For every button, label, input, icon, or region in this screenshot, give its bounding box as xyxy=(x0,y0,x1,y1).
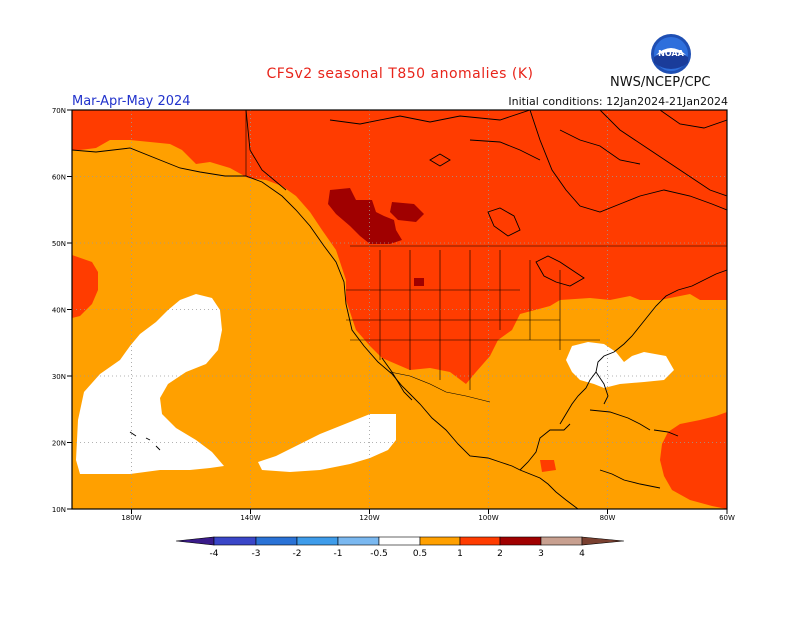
coastlines xyxy=(72,110,727,509)
legend-swatch-minus1-minus05 xyxy=(337,536,380,546)
lon-label-120w: 120W xyxy=(359,514,379,522)
lat-label-30n: 30N xyxy=(52,373,66,381)
anomaly-field xyxy=(72,110,727,509)
legend-label: -1 xyxy=(334,549,343,559)
map-title: CFSv2 seasonal T850 anomalies (K) xyxy=(266,66,534,82)
lat-label-20n: 20N xyxy=(52,440,66,448)
legend-arrow-left xyxy=(175,536,215,546)
legend-swatch-05-1 xyxy=(419,536,461,546)
lat-label-40n: 40N xyxy=(52,307,66,315)
legend-swatch-3-4 xyxy=(540,536,583,546)
field-red-west xyxy=(72,255,98,318)
graticule xyxy=(72,110,727,509)
legend-label: 2 xyxy=(497,549,503,559)
legend-label: 1 xyxy=(457,549,463,559)
lon-label-180w: 180W xyxy=(121,514,141,522)
legend-label: -2 xyxy=(293,549,302,559)
legend-label: 4 xyxy=(579,549,585,559)
lon-label-80w: 80W xyxy=(600,514,616,522)
field-white-pacific-east xyxy=(258,414,396,472)
lon-label-60w: 60W xyxy=(719,514,735,522)
lat-label-70n: 70N xyxy=(52,107,66,115)
latitude-labels: 70N 60N 50N 40N 30N 20N 10N xyxy=(52,107,66,514)
legend-label: -3 xyxy=(252,549,261,559)
noaa-logo-text: NOAA xyxy=(658,49,684,58)
field-red-caribbean xyxy=(660,412,727,509)
noaa-logo: NOAA xyxy=(650,33,692,75)
legend-label: -0.5 xyxy=(370,549,388,559)
legend-swatch-minus3-minus2 xyxy=(255,536,298,546)
lat-label-60n: 60N xyxy=(52,174,66,182)
lat-label-10n: 10N xyxy=(52,506,66,514)
axis-ticks xyxy=(67,109,728,514)
political-borders xyxy=(245,110,727,403)
legend-swatch-1-2 xyxy=(459,536,501,546)
agency-label: NWS/NCEP/CPC xyxy=(610,75,711,90)
legend-label: 3 xyxy=(538,549,544,559)
field-darkred-canada xyxy=(328,188,402,244)
field-white-pacific xyxy=(76,294,224,474)
legend-labels: -4 -3 -2 -1 -0.5 0.5 1 2 3 4 xyxy=(210,549,586,559)
longitude-labels: 180W 140W 120W 100W 80W 60W xyxy=(121,514,735,522)
legend-swatch-neutral xyxy=(378,536,421,546)
field-darkred-spot xyxy=(414,278,424,286)
field-red-mexico-spot xyxy=(540,460,556,472)
lat-label-50n: 50N xyxy=(52,240,66,248)
initial-conditions-label: Initial conditions: 12Jan2024-21Jan2024 xyxy=(508,95,728,108)
field-darkred-manitoba xyxy=(390,202,424,222)
color-legend xyxy=(175,536,625,546)
lon-label-140w: 140W xyxy=(240,514,260,522)
legend-swatch-minus4-minus3 xyxy=(213,536,257,546)
legend-label: -4 xyxy=(210,549,219,559)
field-red-north xyxy=(72,110,727,384)
legend-arrow-right xyxy=(581,536,625,546)
lon-label-100w: 100W xyxy=(478,514,498,522)
legend-swatch-minus2-minus1 xyxy=(296,536,339,546)
legend-swatch-2-3 xyxy=(499,536,542,546)
season-label: Mar-Apr-May 2024 xyxy=(72,94,191,109)
legend-label: 0.5 xyxy=(413,549,427,559)
